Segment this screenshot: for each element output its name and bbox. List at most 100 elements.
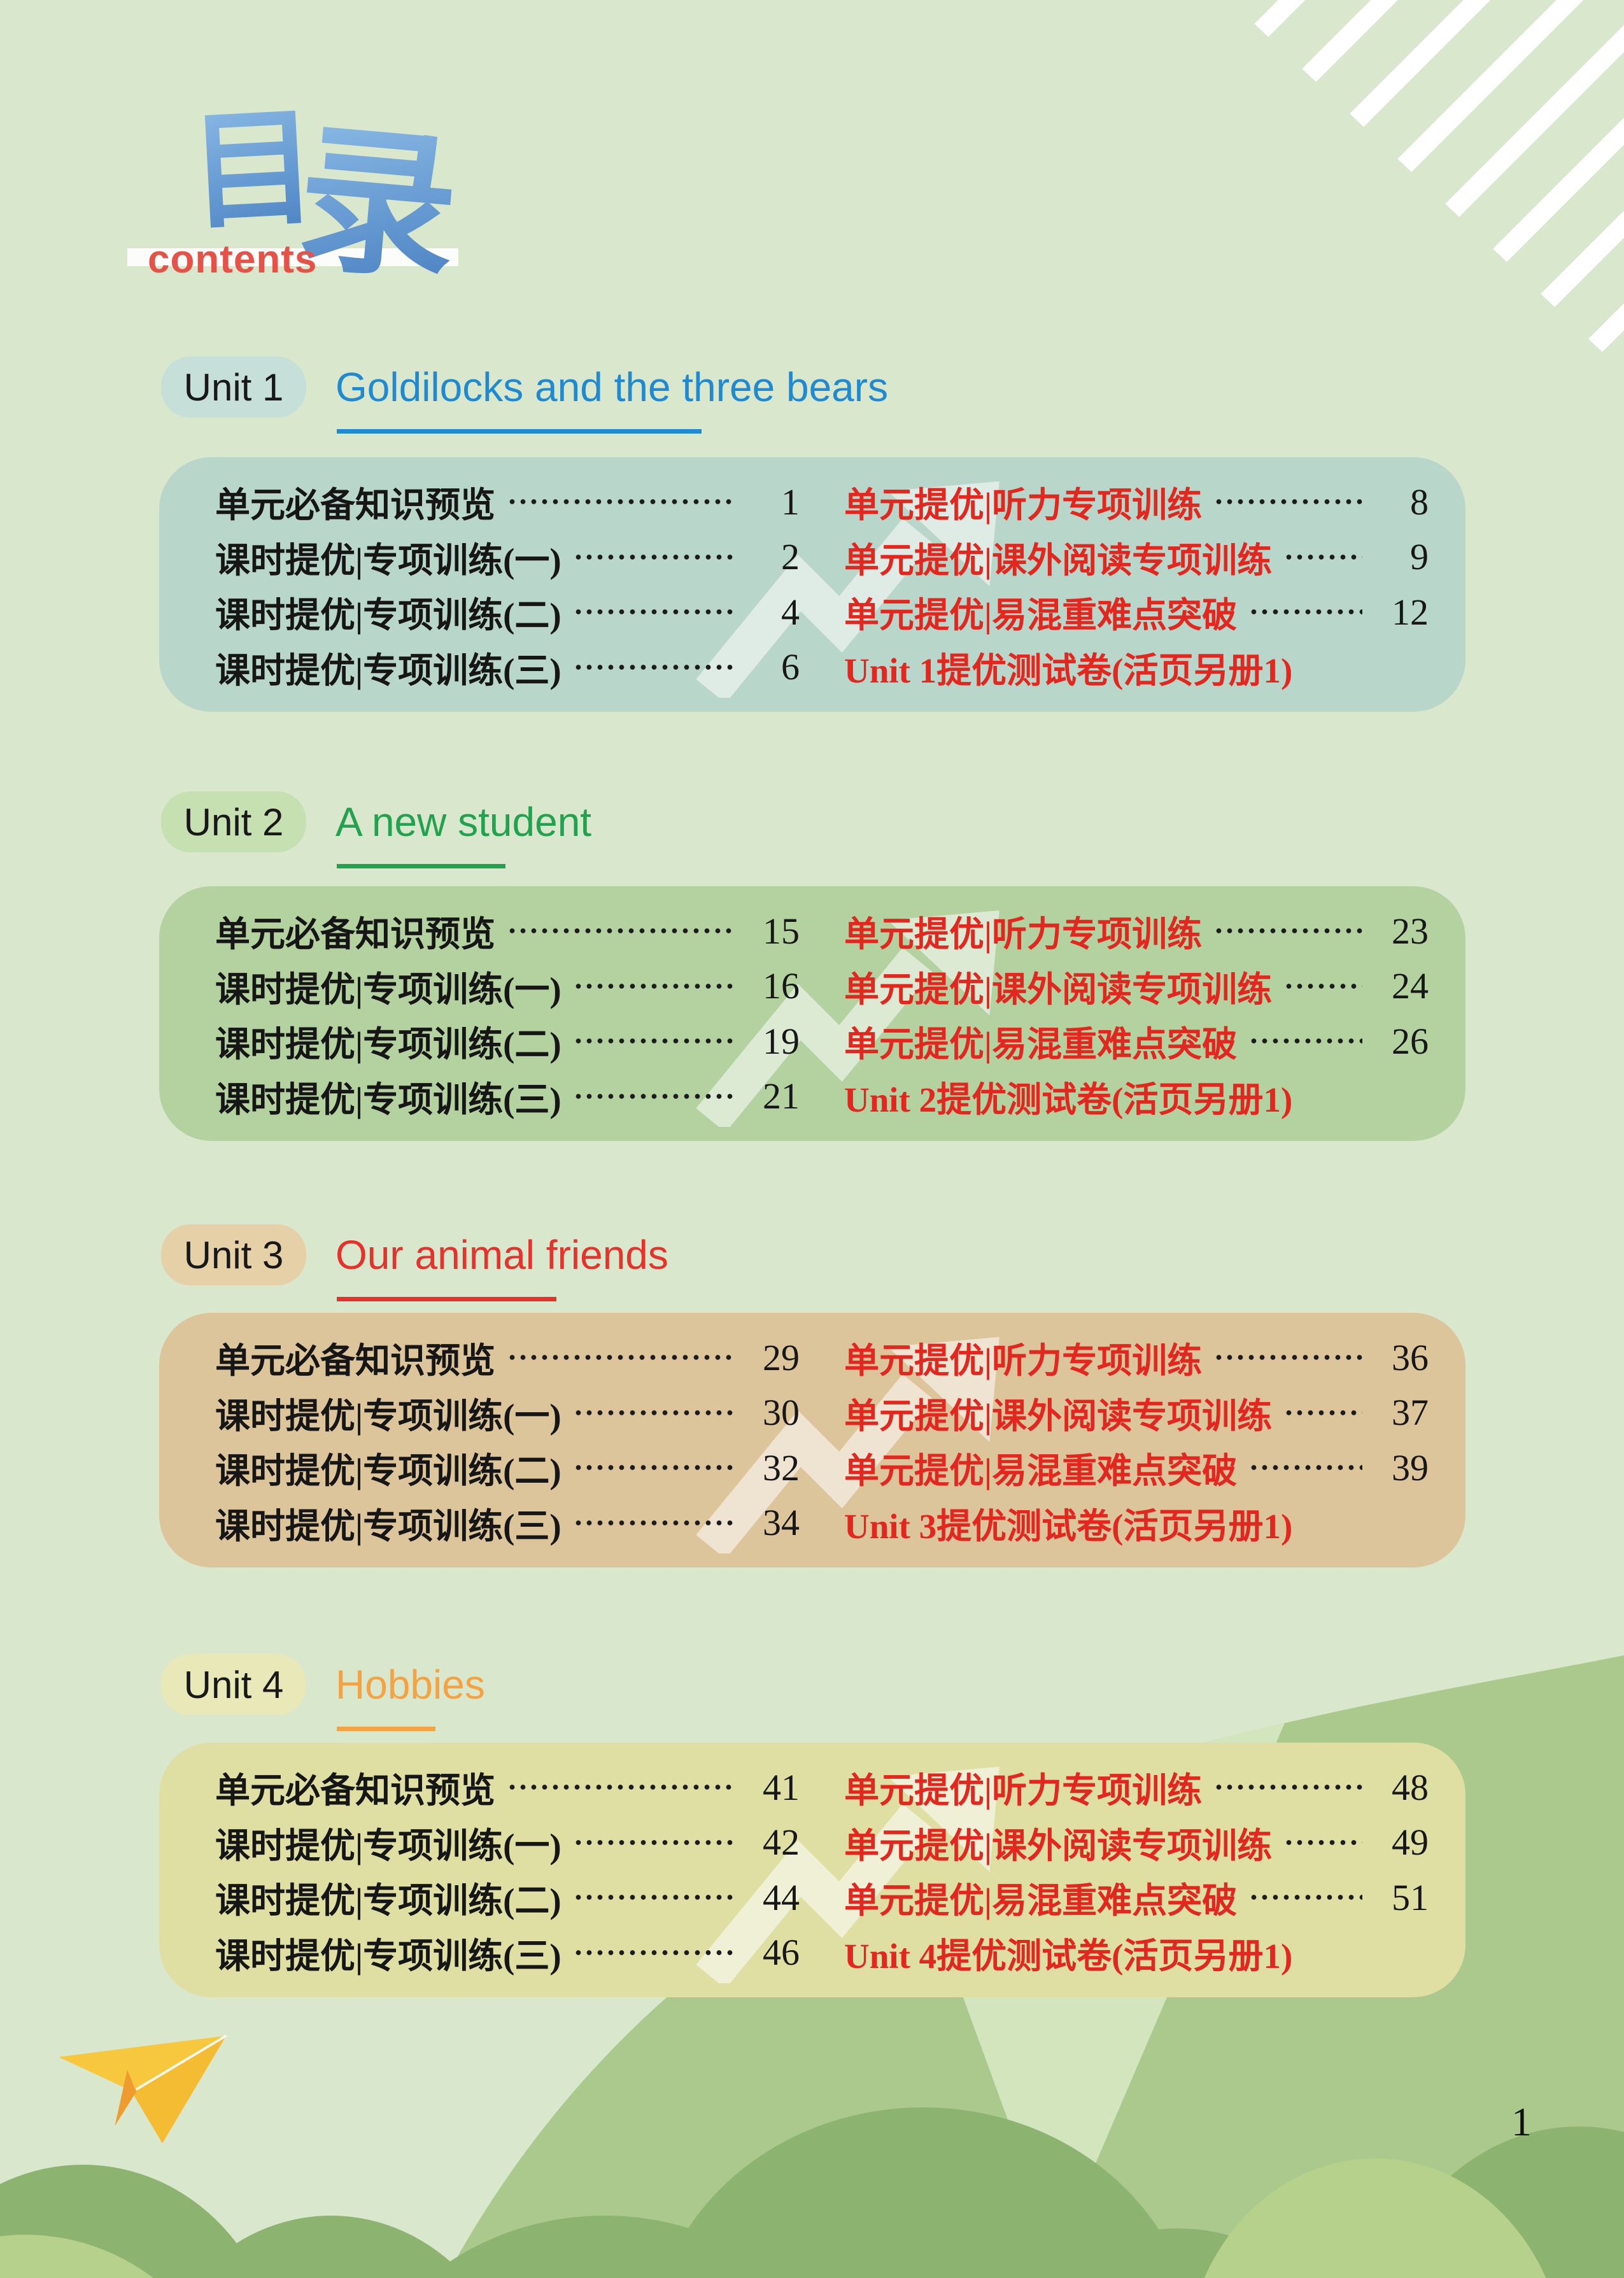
- toc-row: 单元提优|易混重难点突破 51: [844, 1872, 1429, 1923]
- toc-item-page: 48: [1392, 1766, 1429, 1808]
- dots-leader: [1213, 928, 1362, 934]
- dots-leader: [1248, 609, 1362, 616]
- unit-label-pill: Unit 3: [161, 1224, 306, 1285]
- toc-item-label: 课时提优|专项训练(一): [215, 1396, 561, 1436]
- dots-leader: [1283, 1409, 1362, 1416]
- toc-item-label: 课时提优|专项训练(三): [215, 651, 561, 690]
- toc-item-label: 单元提优|课外阅读专项训练: [844, 1826, 1273, 1865]
- toc-item-page: 9: [1410, 536, 1429, 578]
- toc-row: 课时提优|专项训练(二) 44: [215, 1872, 800, 1923]
- left-column: 单元必备知识预览 1 课时提优|专项训练(一) 2 课时提优|专项训练(二) 4 课时…: [215, 476, 800, 693]
- contents-subtitle: contents: [148, 237, 318, 281]
- toc-row: 课时提优|专项训练(一) 42: [215, 1817, 800, 1868]
- toc-item-label: 单元提优|听力专项训练: [844, 915, 1203, 954]
- toc-row: 课时提优|专项训练(二) 4: [215, 586, 800, 637]
- dots-leader: [572, 553, 733, 560]
- toc-item-page: 37: [1392, 1392, 1429, 1434]
- left-column: 单元必备知识预览 41 课时提优|专项训练(一) 42 课时提优|专项训练(二) 44…: [215, 1762, 800, 1978]
- dots-leader: [1283, 1839, 1362, 1846]
- trend-arrow-icon: [695, 1767, 999, 1983]
- dots-leader: [507, 1354, 733, 1361]
- toc-row: 课时提优|专项训练(二) 32: [215, 1442, 800, 1493]
- toc-item-label: Unit 4提优测试卷(活页另册1): [844, 1936, 1293, 1976]
- toc-item-page: 1: [781, 481, 800, 523]
- toc-row: 课时提优|专项训练(三) 21: [215, 1071, 800, 1122]
- toc-item-label: 单元提优|听力专项训练: [844, 1341, 1203, 1380]
- unit-header: Unit 2 A new student: [161, 791, 591, 868]
- toc-row: Unit 4提优测试卷(活页另册1): [844, 1927, 1429, 1978]
- toc-row: 单元提优|听力专项训练 48: [844, 1762, 1429, 1813]
- toc-item-label: 单元必备知识预览: [215, 915, 496, 954]
- toc-item-label: 课时提优|专项训练(二): [215, 1452, 561, 1491]
- unit-title: Hobbies: [335, 1662, 485, 1708]
- toc-item-label: 课时提优|专项训练(一): [215, 541, 561, 580]
- toc-item-label: 单元提优|易混重难点突破: [844, 1025, 1238, 1065]
- toc-item-page: 16: [763, 965, 800, 1007]
- toc-item-page: 51: [1392, 1876, 1429, 1918]
- toc-item-label: Unit 2提优测试卷(活页另册1): [844, 1080, 1293, 1119]
- toc-item-label: Unit 3提优测试卷(活页另册1): [844, 1506, 1293, 1546]
- toc-row: Unit 3提优测试卷(活页另册1): [844, 1497, 1429, 1548]
- dots-leader: [572, 1949, 733, 1956]
- toc-row: 单元提优|课外阅读专项训练 49: [844, 1817, 1429, 1868]
- dots-leader: [572, 1409, 733, 1416]
- dots-leader: [1213, 1784, 1362, 1790]
- toc-item-page: 12: [1392, 591, 1429, 633]
- dots-leader: [572, 663, 733, 670]
- toc-item-label: 单元提优|易混重难点突破: [844, 596, 1238, 635]
- dots-leader: [572, 1038, 733, 1045]
- trend-arrow-icon: [695, 1337, 999, 1553]
- unit-label-pill: Unit 2: [161, 791, 306, 852]
- unit-label: Unit 3: [183, 1233, 284, 1277]
- trend-arrow-icon: [695, 910, 999, 1127]
- unit-contents-box: 单元必备知识预览 29 课时提优|专项训练(一) 30 课时提优|专项训练(二) 32…: [159, 1313, 1465, 1567]
- unit-label: Unit 2: [183, 800, 284, 844]
- page-number: 1: [1511, 2099, 1532, 2144]
- paper-airplane-icon: [58, 2034, 227, 2144]
- dots-leader: [572, 982, 733, 989]
- toc-item-page: 4: [781, 591, 800, 633]
- toc-row: 单元提优|听力专项训练 36: [844, 1332, 1429, 1383]
- toc-row: 单元提优|易混重难点突破 12: [844, 586, 1429, 637]
- right-column: 单元提优|听力专项训练 8 单元提优|课外阅读专项训练 9 单元提优|易混重难点突破…: [844, 476, 1429, 693]
- toc-row: 课时提优|专项训练(一) 16: [215, 961, 800, 1012]
- toc-item-page: 41: [763, 1766, 800, 1808]
- toc-row: 课时提优|专项训练(二) 19: [215, 1015, 800, 1066]
- dots-leader: [572, 1519, 733, 1526]
- toc-item-label: 单元必备知识预览: [215, 486, 496, 525]
- toc-row: 课时提优|专项训练(一) 2: [215, 532, 800, 583]
- unit-title-wrap: Hobbies: [335, 1654, 485, 1731]
- toc-item-page: 36: [1392, 1336, 1429, 1378]
- left-column: 单元必备知识预览 15 课时提优|专项训练(一) 16 课时提优|专项训练(二) 19…: [215, 905, 800, 1122]
- unit-label-pill: Unit 1: [161, 357, 306, 418]
- right-column: 单元提优|听力专项训练 23 单元提优|课外阅读专项训练 24 单元提优|易混重难点…: [844, 905, 1429, 1122]
- toc-item-label: 单元提优|易混重难点突破: [844, 1881, 1238, 1921]
- toc-row: 单元必备知识预览 15: [215, 905, 800, 956]
- dots-leader: [1213, 1354, 1362, 1361]
- left-column: 单元必备知识预览 29 课时提优|专项训练(一) 30 课时提优|专项训练(二) 32…: [215, 1332, 800, 1548]
- toc-item-page: 49: [1392, 1822, 1429, 1864]
- toc-item-label: 课时提优|专项训练(二): [215, 1025, 561, 1065]
- toc-item-page: 15: [763, 910, 800, 952]
- toc-item-page: 2: [781, 536, 800, 578]
- toc-row: 单元提优|课外阅读专项训练 9: [844, 532, 1429, 583]
- unit-contents-box: 单元必备知识预览 1 课时提优|专项训练(一) 2 课时提优|专项训练(二) 4 课时…: [159, 457, 1465, 712]
- toc-item-label: 课时提优|专项训练(三): [215, 1080, 561, 1119]
- toc-item-page: 29: [763, 1336, 800, 1378]
- toc-item-page: 24: [1392, 965, 1429, 1007]
- toc-item-page: 34: [763, 1502, 800, 1544]
- toc-row: 单元必备知识预览 1: [215, 476, 800, 527]
- toc-item-page: 46: [763, 1932, 800, 1974]
- toc-item-label: 课时提优|专项训练(一): [215, 1826, 561, 1865]
- toc-row: 单元提优|听力专项训练 23: [844, 905, 1429, 956]
- toc-item-label: 单元提优|听力专项训练: [844, 1771, 1203, 1810]
- dots-leader: [1248, 1894, 1362, 1901]
- toc-item-page: 8: [1410, 481, 1429, 523]
- toc-item-label: 单元必备知识预览: [215, 1341, 496, 1380]
- toc-row: 单元必备知识预览 29: [215, 1332, 800, 1383]
- toc-item-page: 19: [763, 1020, 800, 1062]
- toc-row: 课时提优|专项训练(三) 34: [215, 1497, 800, 1548]
- toc-item-label: 单元提优|课外阅读专项训练: [844, 970, 1273, 1009]
- toc-row: 单元提优|课外阅读专项训练 37: [844, 1387, 1429, 1438]
